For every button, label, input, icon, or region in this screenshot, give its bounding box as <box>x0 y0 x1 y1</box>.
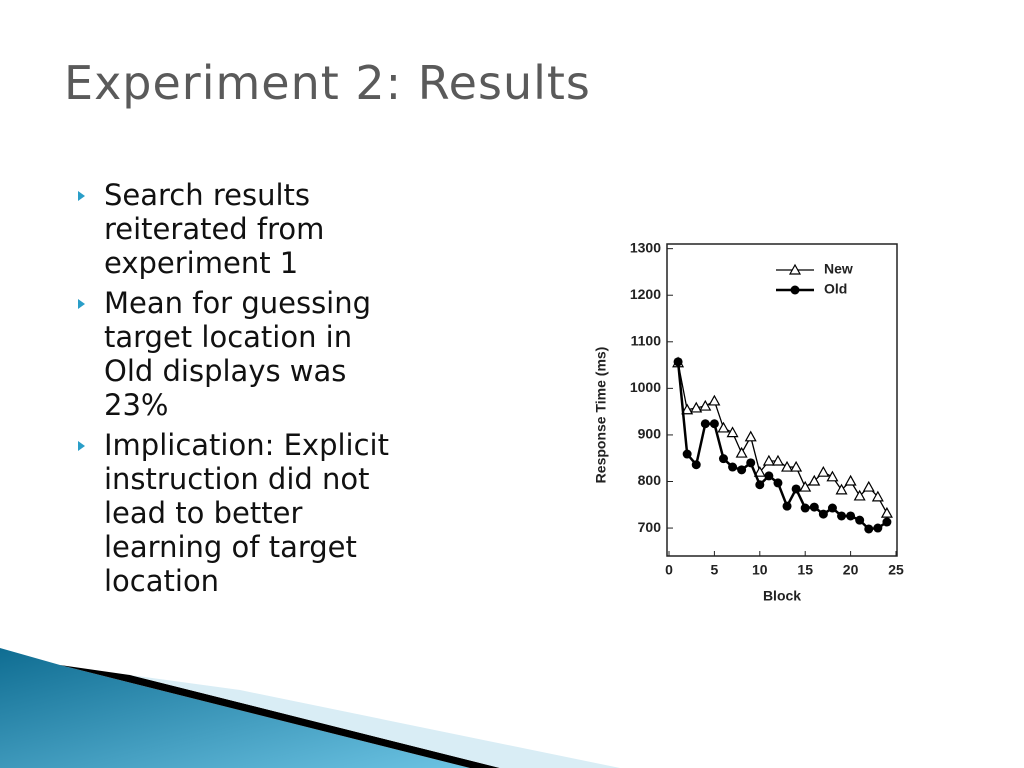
legend-label: New <box>824 261 853 277</box>
legend-marker <box>790 285 800 295</box>
marker <box>690 401 703 413</box>
y-tick-label: 700 <box>638 519 662 535</box>
marker <box>718 454 728 464</box>
series-line <box>676 361 888 531</box>
marker <box>681 403 694 415</box>
y-tick-label: 1200 <box>630 286 661 302</box>
marker <box>699 399 712 411</box>
bullet-list: Search results reiterated from experimen… <box>72 178 402 604</box>
slide-title: Experiment 2: Results <box>64 56 591 110</box>
marker <box>691 460 701 470</box>
marker <box>835 483 848 495</box>
marker <box>871 490 884 502</box>
marker <box>809 502 819 512</box>
bullet: Implication: Explicit instruction did no… <box>72 428 402 598</box>
decor-light <box>130 675 620 768</box>
legend-label: Old <box>824 281 847 297</box>
marker <box>753 465 766 477</box>
marker <box>771 454 784 466</box>
marker <box>764 471 774 481</box>
marker <box>735 446 748 458</box>
marker <box>799 480 812 492</box>
marker <box>800 503 810 513</box>
y-tick-label: 1300 <box>630 239 661 255</box>
x-tick-label: 5 <box>711 562 719 578</box>
marker <box>826 470 839 482</box>
marker <box>762 454 775 466</box>
marker <box>709 419 719 429</box>
marker <box>862 480 875 492</box>
marker <box>818 509 828 519</box>
x-tick-label: 10 <box>752 562 768 578</box>
x-axis-label: Block <box>763 588 801 604</box>
marker <box>708 394 721 406</box>
legend-marker <box>788 263 802 275</box>
marker <box>755 480 765 490</box>
marker <box>864 524 874 534</box>
marker <box>782 501 792 511</box>
marker <box>673 357 683 367</box>
marker <box>817 465 830 477</box>
marker <box>791 484 801 494</box>
marker <box>781 460 794 472</box>
marker <box>717 421 730 433</box>
marker <box>873 523 883 533</box>
marker <box>682 449 692 459</box>
marker <box>827 503 837 513</box>
x-tick-label: 15 <box>797 562 813 578</box>
y-tick-label: 1000 <box>630 379 661 395</box>
bullet: Search results reiterated from experimen… <box>72 178 402 280</box>
y-tick-label: 900 <box>638 426 662 442</box>
marker <box>746 458 756 468</box>
y-axis-label: Response Time (ms) <box>593 347 609 484</box>
marker <box>744 430 757 442</box>
marker <box>790 460 803 472</box>
marker <box>700 419 710 429</box>
marker <box>837 511 847 521</box>
bullet: Mean for guessing target location in Old… <box>72 286 402 422</box>
marker <box>773 478 783 488</box>
marker <box>808 474 821 486</box>
marker <box>737 465 747 475</box>
marker <box>846 511 856 521</box>
marker <box>728 462 738 472</box>
marker <box>880 506 893 518</box>
decor-stripe <box>60 665 500 768</box>
x-tick-label: 20 <box>843 562 859 578</box>
series-line <box>677 362 888 514</box>
marker <box>855 515 865 525</box>
marker <box>882 517 892 527</box>
x-tick-label: 25 <box>888 562 904 578</box>
decor-wave <box>0 648 470 768</box>
y-tick-label: 800 <box>638 472 662 488</box>
plot-frame <box>666 243 898 557</box>
marker <box>844 474 857 486</box>
x-tick-label: 0 <box>665 562 673 578</box>
marker <box>726 426 739 438</box>
y-tick-label: 1100 <box>631 332 662 348</box>
marker <box>853 489 866 501</box>
